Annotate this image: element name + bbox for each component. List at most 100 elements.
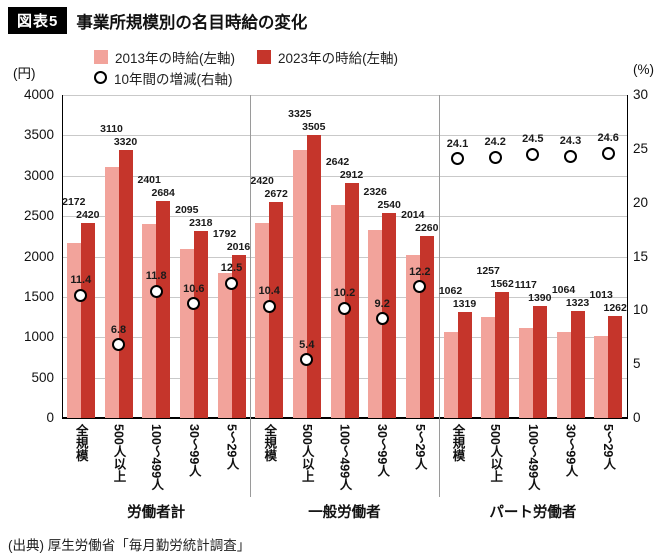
change-value-label: 10.2 — [333, 287, 356, 300]
change-value-label: 24.2 — [484, 136, 506, 149]
bar-value-label-2023: 2672 — [264, 188, 288, 201]
figure-title: 事業所規模別の名目時給の変化 — [76, 13, 308, 32]
bar-2013 — [556, 332, 571, 418]
bar-2013 — [368, 230, 383, 418]
y-axis-tick-right-label: 25 — [633, 140, 649, 156]
gridline — [62, 135, 627, 137]
gridline — [62, 95, 627, 96]
bar-2013 — [443, 332, 458, 418]
bar-2023 — [118, 149, 133, 418]
legend-item-2013: 2013年の時給(左軸) — [94, 47, 235, 67]
change-marker-circle — [564, 149, 577, 163]
bar-value-label-2023: 2912 — [339, 168, 364, 181]
change-value-label: 12.5 — [220, 262, 243, 275]
bar-value-label-2013: 1792 — [212, 228, 237, 241]
change-marker-circle — [300, 353, 314, 367]
category-label: 100〜499人 — [337, 424, 352, 491]
category-label: 30〜99人 — [186, 424, 201, 477]
change-value-label: 11.4 — [70, 274, 92, 287]
legend-swatch-2013-icon — [94, 49, 108, 64]
bar-value-label-2023: 2016 — [226, 241, 251, 254]
change-value-label: 24.5 — [522, 133, 544, 146]
bar-2023 — [156, 201, 171, 418]
bar-value-label-2023: 1262 — [603, 302, 627, 315]
change-marker-circle — [375, 312, 389, 326]
change-value-label: 24.1 — [446, 137, 469, 150]
bar-2023 — [306, 135, 321, 418]
y-axis-tick-right-label: 10 — [633, 302, 649, 318]
bar-value-label-2023: 1390 — [528, 291, 552, 304]
change-value-label: 11.8 — [145, 270, 167, 282]
category-label: 100〜499人 — [525, 424, 540, 491]
bar-2023 — [269, 202, 284, 418]
bar-2023 — [495, 291, 510, 418]
group-separator — [250, 95, 251, 497]
bar-value-label-2023: 1319 — [452, 297, 477, 310]
legend-swatch-2023-icon — [257, 49, 272, 64]
change-marker-circle — [112, 338, 125, 352]
y-axis-tick-left-label: 0 — [46, 410, 54, 425]
bar-2013 — [518, 327, 533, 418]
gridline — [62, 175, 627, 177]
left-axis-unit: (円) — [13, 66, 36, 81]
bar-2013 — [330, 204, 345, 418]
change-value-label: 10.4 — [258, 285, 280, 297]
bar-2013 — [481, 316, 496, 418]
group-label: 一般労働者 — [308, 505, 381, 521]
change-value-label: 5.4 — [299, 338, 315, 351]
y-axis-tick-left-label: 1500 — [23, 288, 54, 304]
title-row: 図表5 事業所規模別の名目時給の変化 — [8, 7, 307, 34]
category-label: 5〜29人 — [224, 424, 239, 470]
bar-value-label-2013: 1013 — [589, 289, 613, 302]
bar-2023 — [231, 255, 246, 418]
legend-item-2023: 2023年の時給(左軸) — [257, 47, 398, 67]
bar-2013 — [104, 166, 119, 418]
bar-2023 — [419, 235, 434, 418]
change-marker-circle — [451, 152, 464, 165]
legend-label-2023: 2023年の時給(左軸) — [278, 50, 399, 66]
bar-2013 — [217, 273, 232, 418]
y-axis-tick-right-label: 15 — [633, 248, 649, 264]
figure-number-badge: 図表5 — [8, 7, 68, 34]
change-value-label: 24.3 — [559, 135, 582, 148]
change-marker-circle — [526, 147, 540, 161]
category-label: 100〜499人 — [149, 424, 164, 491]
change-value-label: 9.2 — [374, 297, 390, 310]
bar-value-label-2013: 3325 — [288, 108, 312, 120]
bar-value-label-2023: 2260 — [415, 221, 439, 234]
right-axis-unit: (%) — [633, 62, 654, 77]
change-marker-circle — [187, 297, 201, 311]
category-label: 全規模 — [450, 424, 465, 462]
bar-2023 — [532, 305, 547, 418]
y-axis-tick-left-label: 4000 — [23, 87, 54, 102]
y-axis-tick-right-label: 20 — [633, 194, 649, 210]
change-value-label: 24.6 — [597, 132, 619, 145]
bar-value-label-2023: 1323 — [565, 297, 590, 310]
category-label: 5〜29人 — [412, 424, 427, 470]
category-label: 全規模 — [73, 424, 88, 462]
legend-row: 10年間の増減(右軸) — [94, 67, 398, 88]
category-label: 5〜29人 — [601, 424, 616, 470]
bar-value-label-2013: 1062 — [438, 284, 463, 297]
change-marker-circle — [225, 276, 238, 290]
group-label: パート労働者 — [489, 505, 577, 521]
y-axis-tick-right-label: 0 — [633, 410, 641, 425]
change-marker-circle — [262, 299, 276, 313]
y-axis-tick-right-label: 30 — [633, 87, 649, 102]
change-marker-circle — [338, 301, 351, 315]
bar-value-label-2023: 2318 — [189, 216, 213, 229]
bar-value-label-2023: 3505 — [302, 121, 326, 133]
y-axis-tick-left-label: 500 — [31, 369, 54, 385]
bar-2023 — [344, 182, 359, 418]
chart-legend: 2013年の時給(左軸) 2023年の時給(左軸) 10年間の増減(右軸) — [94, 46, 398, 88]
y-axis-tick-left-label: 1000 — [23, 329, 54, 345]
bar-2023 — [457, 311, 472, 418]
legend-item-change: 10年間の増減(右軸) — [94, 68, 233, 88]
group-label: 労働者計 — [127, 505, 186, 521]
change-marker-circle — [601, 146, 615, 160]
change-marker-circle — [488, 150, 502, 164]
bar-2023 — [382, 212, 397, 418]
change-marker-circle — [149, 284, 163, 298]
bar-2023 — [193, 230, 208, 418]
